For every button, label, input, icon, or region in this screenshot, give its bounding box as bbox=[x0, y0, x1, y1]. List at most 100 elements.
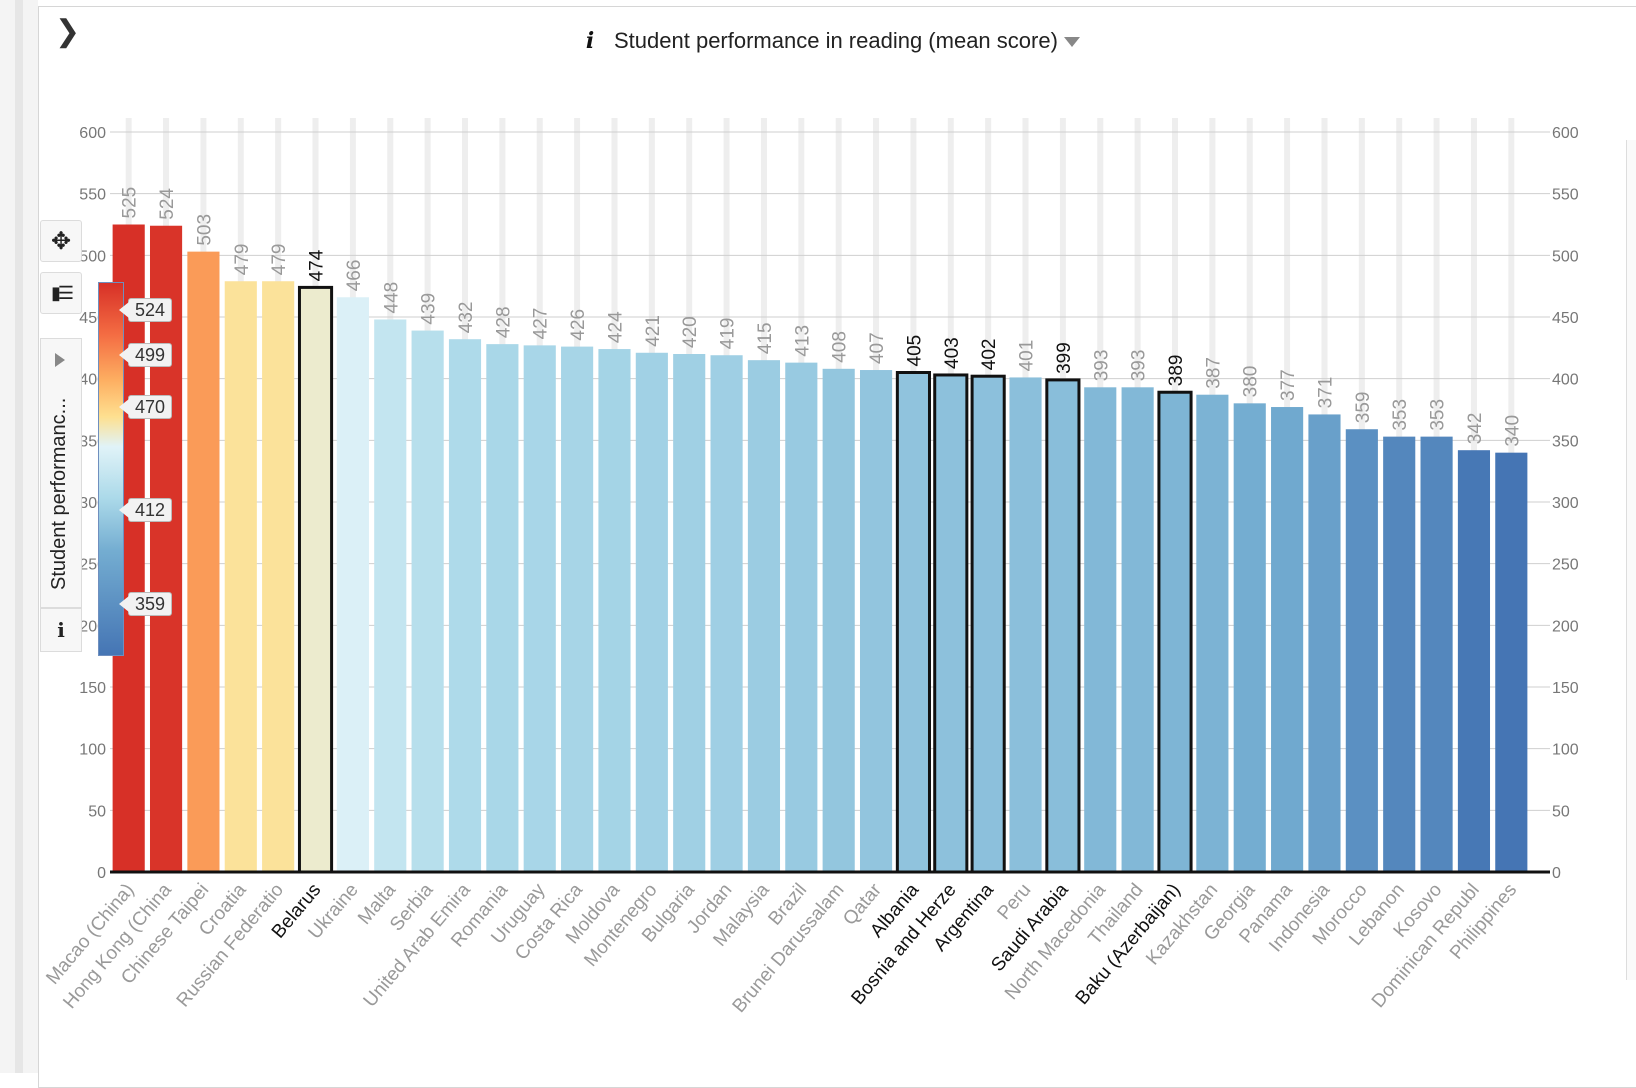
legend-label: Student performanc... bbox=[48, 397, 70, 590]
data-label: 340 bbox=[1502, 415, 1523, 447]
data-label: 428 bbox=[493, 306, 514, 338]
chart-title-bar[interactable]: i Student performance in reading (mean s… bbox=[580, 24, 1080, 58]
legend-tick: 412 bbox=[118, 497, 173, 522]
data-label: 525 bbox=[120, 187, 141, 219]
y-tick-label-right: 500 bbox=[1552, 248, 1579, 265]
y-tick-label-left: 550 bbox=[79, 187, 106, 204]
bar[interactable] bbox=[448, 339, 482, 872]
bar[interactable] bbox=[1157, 390, 1193, 874]
y-tick-label-left: 500 bbox=[79, 248, 106, 265]
bar[interactable] bbox=[486, 344, 519, 873]
data-label: 426 bbox=[568, 309, 589, 341]
data-label: 407 bbox=[867, 332, 888, 364]
bar[interactable] bbox=[224, 281, 257, 872]
vertical-scrollbar[interactable] bbox=[1626, 140, 1636, 980]
splitter-handle[interactable] bbox=[15, 0, 23, 1073]
bar[interactable] bbox=[1457, 450, 1491, 872]
bar[interactable] bbox=[635, 352, 668, 872]
data-label: 399 bbox=[1054, 342, 1075, 374]
data-label: 353 bbox=[1428, 399, 1449, 431]
bar[interactable] bbox=[1196, 394, 1229, 872]
legend-tick: 470 bbox=[118, 394, 173, 419]
data-label: 479 bbox=[269, 244, 290, 276]
bar[interactable] bbox=[1345, 429, 1378, 872]
color-scale-bar bbox=[98, 282, 124, 656]
bar[interactable] bbox=[895, 371, 931, 874]
data-label: 503 bbox=[194, 214, 215, 246]
data-label: 413 bbox=[792, 325, 813, 357]
bar[interactable] bbox=[149, 225, 183, 872]
bar[interactable] bbox=[1121, 387, 1154, 872]
bar[interactable] bbox=[187, 251, 220, 873]
data-label: 371 bbox=[1315, 377, 1336, 409]
bar[interactable] bbox=[374, 319, 407, 872]
bar[interactable] bbox=[859, 370, 893, 872]
y-tick-label-left: 150 bbox=[79, 680, 106, 697]
y-tick-label-right: 200 bbox=[1552, 618, 1579, 635]
data-label: 479 bbox=[232, 244, 253, 276]
bar[interactable] bbox=[710, 355, 743, 872]
y-tick-label-right: 250 bbox=[1552, 557, 1579, 574]
dropdown-caret-icon[interactable] bbox=[1063, 37, 1080, 47]
bar[interactable] bbox=[523, 345, 556, 872]
data-label: 415 bbox=[755, 322, 776, 354]
y-tick-label-right: 0 bbox=[1552, 865, 1561, 882]
bar[interactable] bbox=[822, 368, 855, 872]
y-tick-label-left: 50 bbox=[88, 803, 106, 820]
bar[interactable] bbox=[1045, 378, 1081, 874]
y-tick-label-right: 450 bbox=[1552, 310, 1579, 327]
bar[interactable] bbox=[970, 374, 1006, 874]
data-label: 402 bbox=[979, 338, 1000, 370]
data-label: 408 bbox=[830, 331, 851, 363]
bar[interactable] bbox=[747, 360, 781, 872]
layout-icon[interactable]: ▮☰ bbox=[40, 272, 82, 314]
data-label: 393 bbox=[1091, 350, 1112, 382]
bar[interactable] bbox=[336, 297, 369, 872]
chart-title[interactable]: Student performance in reading (mean sco… bbox=[614, 28, 1058, 53]
data-label: 424 bbox=[605, 311, 626, 343]
y-tick-label-left: 100 bbox=[79, 742, 106, 759]
legend-tick: 499 bbox=[118, 343, 173, 368]
legend-card[interactable] bbox=[40, 338, 82, 608]
bar[interactable] bbox=[933, 373, 969, 874]
bar[interactable] bbox=[1233, 403, 1266, 872]
bar[interactable] bbox=[1308, 414, 1341, 872]
data-label: 387 bbox=[1203, 357, 1224, 389]
data-label: 380 bbox=[1241, 366, 1262, 398]
bar[interactable] bbox=[1009, 377, 1042, 872]
bar[interactable] bbox=[262, 281, 295, 872]
data-label: 353 bbox=[1390, 399, 1411, 431]
data-label: 427 bbox=[531, 308, 552, 340]
bar[interactable] bbox=[1495, 452, 1528, 872]
expand-arrow-icon[interactable] bbox=[55, 353, 65, 367]
legend-info-icon[interactable]: i bbox=[40, 608, 82, 652]
bar[interactable] bbox=[561, 346, 594, 873]
legend-tick: 359 bbox=[118, 592, 173, 617]
data-label: 420 bbox=[680, 316, 701, 348]
data-label: 401 bbox=[1017, 340, 1038, 372]
y-tick-label-right: 150 bbox=[1552, 680, 1579, 697]
y-tick-label-right: 300 bbox=[1552, 495, 1579, 512]
bar[interactable] bbox=[411, 330, 444, 873]
bar[interactable] bbox=[297, 285, 334, 874]
y-tick-label-left: 0 bbox=[97, 865, 106, 882]
data-label: 432 bbox=[456, 301, 477, 333]
info-icon[interactable]: i bbox=[585, 28, 595, 54]
y-tick-label-right: 350 bbox=[1552, 433, 1579, 450]
data-label: 359 bbox=[1353, 392, 1374, 424]
data-label: 474 bbox=[307, 249, 328, 281]
move-icon[interactable]: ✥ bbox=[40, 220, 82, 262]
bar[interactable] bbox=[598, 349, 631, 873]
bar[interactable] bbox=[1420, 436, 1453, 872]
bar[interactable] bbox=[673, 354, 706, 872]
data-label: 466 bbox=[344, 260, 365, 292]
data-label: 448 bbox=[381, 282, 402, 314]
legend-tick: 524 bbox=[118, 298, 173, 323]
data-label: 393 bbox=[1129, 350, 1150, 382]
y-tick-label-left: 600 bbox=[79, 125, 106, 142]
bar[interactable] bbox=[1084, 387, 1117, 872]
chevron-right-icon[interactable]: ❯ bbox=[55, 15, 81, 48]
bar[interactable] bbox=[785, 362, 818, 872]
bar[interactable] bbox=[1383, 436, 1416, 872]
bar[interactable] bbox=[1271, 407, 1304, 872]
